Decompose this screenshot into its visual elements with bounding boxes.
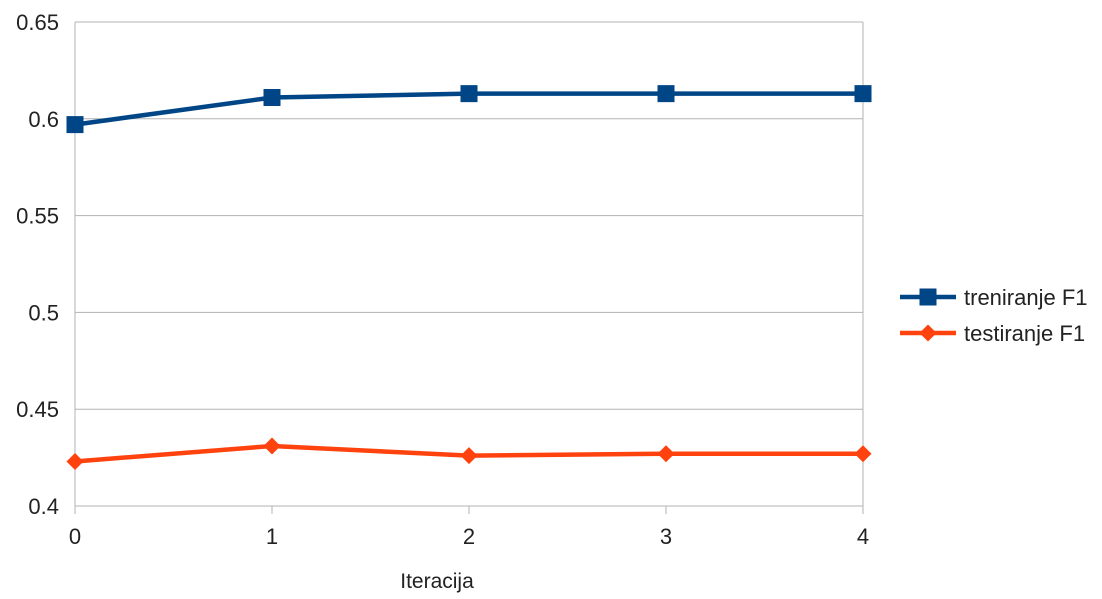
legend-swatch-marker xyxy=(919,288,937,306)
y-tick-label: 0.45 xyxy=(16,397,59,422)
x-tick-label: 4 xyxy=(857,524,869,549)
series-1 xyxy=(66,85,872,134)
x-tick-label: 1 xyxy=(266,524,278,549)
data-point xyxy=(263,437,281,455)
x-tick-label: 2 xyxy=(463,524,475,549)
axes xyxy=(74,22,864,514)
y-tick-label: 0.65 xyxy=(16,10,59,35)
y-tick-label: 0.5 xyxy=(28,300,59,325)
data-point xyxy=(854,85,872,103)
data-point xyxy=(657,445,675,463)
tick-labels: 0.4 0.45 0.5 0.55 0.6 0.65 0 1 2 3 4 xyxy=(16,10,869,549)
legend-item: testiranje F1 xyxy=(900,321,1085,346)
data-point xyxy=(263,89,281,107)
series-group xyxy=(66,85,872,470)
y-tick-label: 0.4 xyxy=(28,494,59,519)
x-tick-label: 3 xyxy=(660,524,672,549)
legend-swatch-marker xyxy=(919,324,937,342)
y-tick-label: 0.55 xyxy=(16,204,59,229)
y-tick-label: 0.6 xyxy=(28,107,59,132)
series-2 xyxy=(66,437,872,470)
legend: treniranje F1 testiranje F1 xyxy=(900,285,1088,346)
legend-item: treniranje F1 xyxy=(900,285,1088,310)
data-point xyxy=(854,445,872,463)
data-point xyxy=(66,116,84,134)
data-point xyxy=(460,85,478,103)
x-axis-title: Iteracija xyxy=(400,570,474,593)
data-point xyxy=(460,447,478,465)
data-point xyxy=(66,452,84,470)
legend-label: treniranje F1 xyxy=(964,285,1088,310)
data-point xyxy=(657,85,675,103)
x-tick-label: 0 xyxy=(69,524,81,549)
legend-label: testiranje F1 xyxy=(964,321,1085,346)
